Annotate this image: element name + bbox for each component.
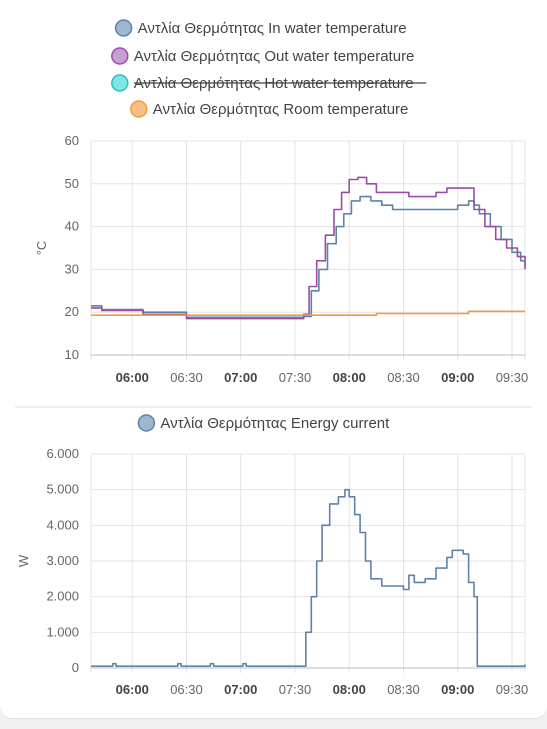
legend-marker-icon[interactable] — [111, 47, 129, 65]
x-tick-label: 06:30 — [170, 370, 203, 385]
legend-marker-icon[interactable] — [114, 19, 133, 37]
y-tick-label: 1.000 — [46, 624, 79, 639]
series-line[interactable] — [91, 176, 526, 320]
y-tick-label: 5.000 — [46, 482, 79, 497]
y-axis-label: °C — [34, 241, 49, 256]
y-axis-label: W — [16, 554, 31, 567]
y-tick-label: 40 — [65, 219, 79, 234]
legend-label[interactable]: Αντλία Θερμότητας Energy current — [160, 415, 390, 432]
legend-marker-icon[interactable] — [130, 100, 148, 118]
x-tick-label: 06:00 — [116, 370, 149, 385]
legend-marker-icon[interactable] — [137, 414, 156, 432]
y-tick-label: 2.000 — [46, 589, 79, 604]
x-tick-label: 07:30 — [279, 682, 312, 697]
y-tick-label: 10 — [65, 347, 79, 362]
x-tick-label: 08:00 — [333, 682, 366, 697]
series-line[interactable] — [91, 488, 526, 667]
y-tick-label: 50 — [65, 176, 79, 191]
legend-label[interactable]: Αντλία Θερμότητας Room temperature — [153, 101, 409, 118]
y-tick-label: 3.000 — [46, 553, 79, 568]
x-tick-label: 06:00 — [116, 682, 149, 697]
x-tick-label: 07:00 — [224, 682, 257, 697]
x-tick-label: 09:30 — [496, 370, 529, 385]
x-tick-label: 09:00 — [441, 682, 474, 697]
legend-label[interactable]: Αντλία Θερμότητας Out water temperature — [134, 48, 415, 65]
x-tick-label: 09:30 — [496, 682, 529, 697]
x-tick-label: 07:00 — [224, 370, 257, 385]
series-line[interactable] — [91, 195, 526, 319]
y-tick-label: 6.000 — [46, 446, 79, 461]
series-line[interactable] — [91, 310, 525, 316]
y-tick-label: 0 — [72, 660, 79, 675]
y-tick-label: 4.000 — [46, 517, 79, 532]
legend-marker-icon[interactable] — [111, 74, 129, 92]
legend-label[interactable]: Αντλία Θερμότητας In water temperature — [138, 20, 407, 37]
x-tick-label: 09:00 — [441, 370, 474, 385]
y-tick-label: 20 — [65, 304, 79, 319]
x-tick-label: 08:00 — [333, 370, 366, 385]
x-tick-label: 08:30 — [387, 682, 420, 697]
x-tick-label: 06:30 — [170, 682, 203, 697]
x-tick-label: 07:30 — [279, 370, 312, 385]
y-tick-label: 60 — [65, 133, 79, 148]
x-tick-label: 08:30 — [387, 370, 420, 385]
y-tick-label: 30 — [65, 261, 79, 276]
